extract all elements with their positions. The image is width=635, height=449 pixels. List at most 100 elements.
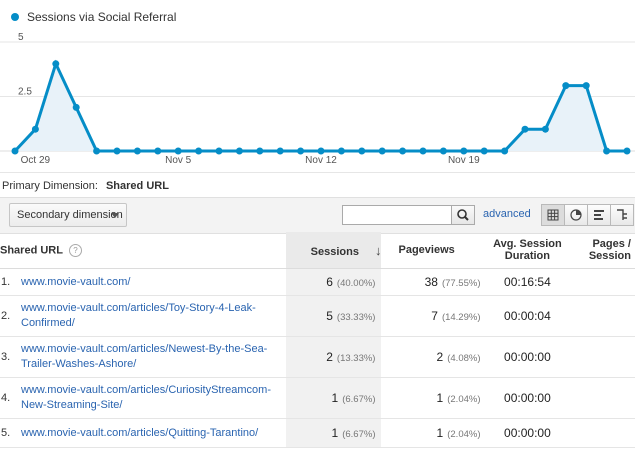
data-point xyxy=(113,147,121,155)
data-point xyxy=(11,147,19,155)
data-point xyxy=(235,147,243,155)
secondary-dimension-dropdown[interactable]: Secondary dimension xyxy=(9,203,127,227)
header-avg-session-duration[interactable]: Avg. Session Duration xyxy=(484,232,571,269)
pages-per-session-cell xyxy=(570,418,635,448)
sessions-cell: 2 (13.33%) xyxy=(286,336,382,378)
shared-url-link[interactable]: www.movie-vault.com/articles/Quitting-Ta… xyxy=(21,426,259,439)
sessions-chart: Sessions via Social Referral 5 2.5 Oct 29 N… xyxy=(0,0,635,172)
secondary-dimension-label: Secondary dimension xyxy=(17,209,123,221)
data-point xyxy=(439,147,447,155)
data-point xyxy=(72,103,80,111)
row-number: 5. xyxy=(1,427,11,439)
table-toolbar: Secondary dimension advanced xyxy=(0,197,635,234)
pageviews-cell: 1 (2.04%) xyxy=(381,418,485,448)
pageviews-percent: (2.04%) xyxy=(447,429,481,440)
sessions-cell: 5 (33.33%) xyxy=(286,295,382,337)
legend-marker xyxy=(11,13,19,21)
x-tick-label: Nov 12 xyxy=(305,155,337,166)
table-row: 5. www.movie-vault.com/articles/Quitting-… xyxy=(0,418,635,448)
sessions-value: 1 xyxy=(331,391,339,405)
pageviews-value: 1 xyxy=(436,391,444,405)
pageviews-value: 38 xyxy=(424,275,438,289)
table-row: 2. www.movie-vault.com/articles/Toy-Story… xyxy=(0,295,635,337)
advanced-link[interactable]: advanced xyxy=(483,208,531,220)
data-point xyxy=(521,125,529,133)
shared-url-link[interactable]: www.movie-vault.com/articles/Toy-Story-4… xyxy=(21,302,256,329)
pages-per-session-cell xyxy=(570,336,635,378)
duration-cell: 00:00:00 xyxy=(484,377,571,419)
duration-cell: 00:00:00 xyxy=(484,336,571,378)
view-switcher xyxy=(541,204,634,226)
row-number: 4. xyxy=(1,392,11,404)
pageviews-value: 1 xyxy=(436,426,444,440)
duration-cell: 00:00:04 xyxy=(484,295,571,337)
data-point xyxy=(419,147,427,155)
sessions-value: 6 xyxy=(326,275,333,289)
sessions-cell: 1 (6.67%) xyxy=(286,418,382,448)
url-cell: 2. www.movie-vault.com/articles/Toy-Story… xyxy=(0,295,287,337)
data-point xyxy=(174,147,182,155)
data-point xyxy=(195,147,203,155)
pie-view-button[interactable] xyxy=(564,204,588,226)
data-point xyxy=(52,60,60,68)
duration-cell: 00:16:54 xyxy=(484,268,571,296)
duration-value: 00:00:00 xyxy=(504,350,551,364)
data-point xyxy=(154,147,162,155)
header-pageviews-label: Pageviews xyxy=(398,244,455,256)
table-grid-icon xyxy=(547,209,559,221)
shared-url-link[interactable]: www.movie-vault.com/articles/Newest-By-t… xyxy=(21,343,268,370)
help-icon[interactable]: ? xyxy=(68,243,82,257)
sessions-cell: 6 (40.00%) xyxy=(286,268,382,296)
sessions-percent: (13.33%) xyxy=(336,353,376,364)
data-point xyxy=(31,125,39,133)
url-cell: 4. www.movie-vault.com/articles/Curiosity… xyxy=(0,377,287,419)
pageviews-value: 2 xyxy=(436,350,444,364)
pageviews-percent: (14.29%) xyxy=(441,312,481,323)
sessions-value: 2 xyxy=(326,350,333,364)
header-sessions[interactable]: Sessions ↓ xyxy=(286,232,382,269)
duration-value: 00:00:00 xyxy=(504,426,551,440)
x-tick-label: Nov 5 xyxy=(165,155,192,166)
table-view-button[interactable] xyxy=(541,204,565,226)
data-point xyxy=(133,147,141,155)
data-point xyxy=(297,147,305,155)
shared-url-link[interactable]: www.movie-vault.com/ xyxy=(21,275,131,288)
chart-legend[interactable]: Sessions via Social Referral xyxy=(11,10,176,24)
search-input[interactable] xyxy=(342,205,452,225)
x-tick-label: Nov 19 xyxy=(448,155,480,166)
sessions-value: 5 xyxy=(326,309,333,323)
pages-per-session-cell xyxy=(570,295,635,337)
pivot-view-button[interactable] xyxy=(610,204,634,226)
data-point xyxy=(480,147,488,155)
sessions-percent: (40.00%) xyxy=(336,278,376,289)
data-point xyxy=(93,147,101,155)
bar-list-icon xyxy=(594,210,604,220)
duration-value: 00:00:04 xyxy=(504,309,551,323)
search-icon xyxy=(457,209,469,221)
pageviews-cell: 2 (4.08%) xyxy=(381,336,485,378)
duration-value: 00:16:54 xyxy=(504,275,551,289)
primary-dimension-bar: Primary Dimension: Shared URL xyxy=(0,172,635,198)
pages-per-session-cell xyxy=(570,377,635,419)
header-pageviews[interactable]: Pageviews xyxy=(381,232,485,269)
sessions-percent: (33.33%) xyxy=(336,312,376,323)
data-point xyxy=(337,147,345,155)
header-pps-label: Pages / Session xyxy=(588,238,631,262)
search-button[interactable] xyxy=(452,205,475,225)
data-point xyxy=(256,147,264,155)
pageviews-cell: 1 (2.04%) xyxy=(381,377,485,419)
primary-dimension-value[interactable]: Shared URL xyxy=(105,179,169,192)
pageviews-value: 7 xyxy=(431,309,438,323)
chevron-down-icon xyxy=(111,213,119,218)
performance-view-button[interactable] xyxy=(587,204,611,226)
header-sessions-label: Sessions xyxy=(310,245,359,258)
legend-label: Sessions via Social Referral xyxy=(27,10,177,24)
data-point xyxy=(623,147,631,155)
table-row: 3. www.movie-vault.com/articles/Newest-By… xyxy=(0,336,635,378)
header-pages-per-session[interactable]: Pages / Session xyxy=(570,232,635,269)
shared-url-link[interactable]: www.movie-vault.com/articles/CuriositySt… xyxy=(21,384,271,411)
pageviews-percent: (4.08%) xyxy=(447,353,481,364)
data-table: Shared URL? Sessions ↓ Pageviews Avg. Ses… xyxy=(0,232,635,448)
pageviews-percent: (77.55%) xyxy=(441,278,481,289)
data-point xyxy=(399,147,407,155)
